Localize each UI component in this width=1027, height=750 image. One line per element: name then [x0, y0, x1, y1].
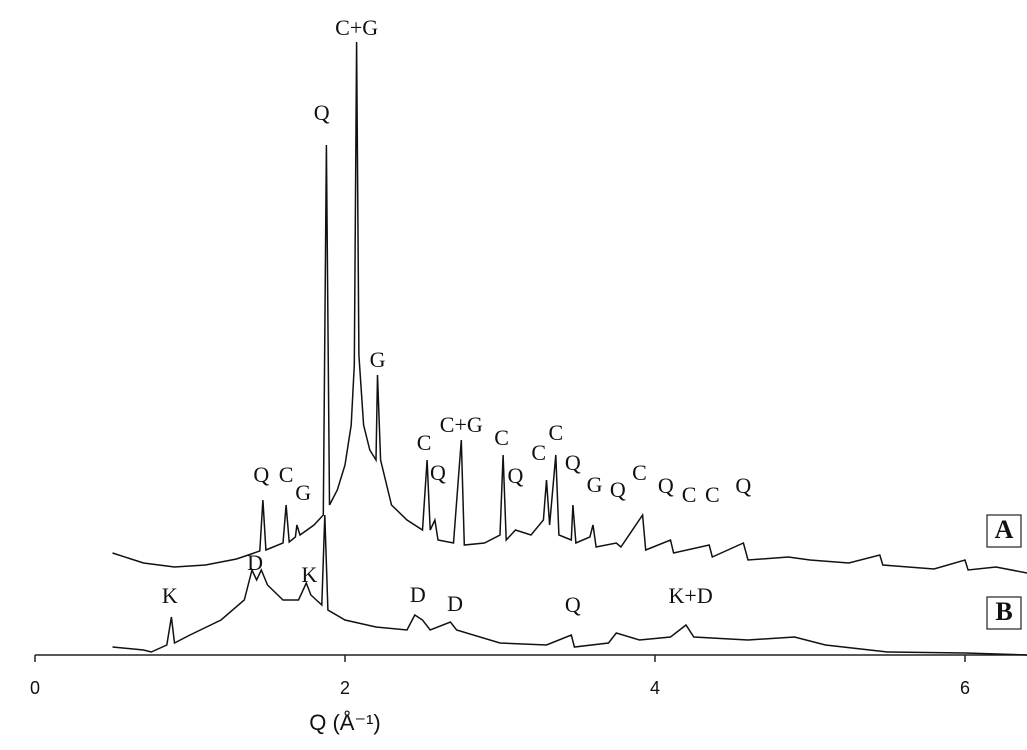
peak-label: G	[587, 472, 603, 497]
peak-label: C	[494, 425, 509, 450]
trace	[112, 41, 1027, 574]
peak-label: C	[632, 460, 647, 485]
series-label: A	[995, 515, 1014, 544]
peak-label: Q	[735, 473, 751, 498]
series-label: B	[995, 597, 1012, 626]
peak-label: D	[447, 591, 463, 616]
peak-label: K	[162, 583, 178, 608]
peak-label: C	[548, 420, 563, 445]
x-tick-label: 6	[960, 678, 970, 698]
x-tick-label: 0	[30, 678, 40, 698]
peak-label: Q	[565, 592, 581, 617]
peak-label: D	[410, 582, 426, 607]
series-label-box	[986, 596, 1022, 630]
peak-label: G	[370, 347, 386, 372]
peak-label: C	[705, 482, 720, 507]
peak-label: C+G	[335, 15, 378, 40]
peak-label: Q	[610, 477, 626, 502]
trace	[112, 514, 1027, 656]
peak-label: K+D	[669, 583, 713, 608]
peak-label: C	[531, 440, 546, 465]
peak-label: Q	[508, 463, 524, 488]
peak-label: C	[682, 482, 697, 507]
peak-label: C	[279, 462, 294, 487]
peak-label: C+G	[440, 412, 483, 437]
x-axis-label: Q (Å⁻¹)	[309, 710, 381, 735]
peak-label: Q	[565, 450, 581, 475]
peak-label: Q	[314, 100, 330, 125]
peak-label: K	[301, 562, 317, 587]
peak-label: Q	[430, 460, 446, 485]
peak-label: D	[247, 550, 263, 575]
x-tick-label: 2	[340, 678, 350, 698]
x-tick-label: 4	[650, 678, 660, 698]
peak-label: C	[417, 430, 432, 455]
peak-label: G	[295, 480, 311, 505]
peak-label: Q	[658, 473, 674, 498]
peak-label: Q	[253, 462, 269, 487]
series-label-box	[986, 514, 1022, 548]
